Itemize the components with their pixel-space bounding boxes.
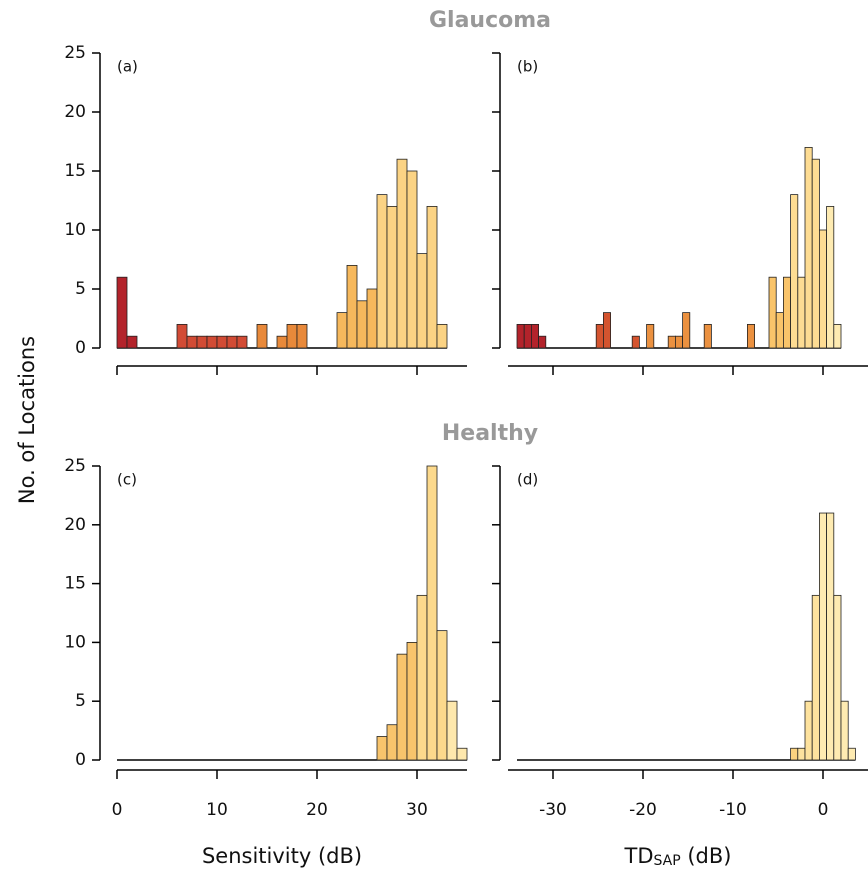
section-title: Healthy <box>442 421 538 446</box>
bar <box>186 335 198 349</box>
bar <box>396 653 408 761</box>
bar <box>804 146 813 349</box>
bar <box>216 335 228 349</box>
section-title: Glaucoma <box>429 8 551 33</box>
bar <box>276 335 288 349</box>
x-tick-label: 0 <box>818 800 829 820</box>
bar <box>538 335 547 349</box>
bar <box>126 335 138 349</box>
x-tick-label: 20 <box>306 800 328 820</box>
bar <box>804 700 813 761</box>
y-tick-label: 25 <box>64 43 86 63</box>
bar <box>646 323 655 349</box>
y-tick-label: 25 <box>64 456 86 476</box>
panel-label: (a) <box>117 58 138 76</box>
bar <box>797 747 806 761</box>
bar <box>747 323 756 349</box>
x-tick-label: 30 <box>406 800 428 820</box>
bar <box>456 747 468 761</box>
bar <box>819 512 828 761</box>
bar <box>703 323 712 349</box>
x-tick-label: -30 <box>539 800 567 820</box>
bar <box>116 276 128 349</box>
bar <box>386 724 398 761</box>
bar <box>790 747 799 761</box>
x-axis-label: TDSAP (dB) <box>624 844 732 869</box>
y-tick-label: 15 <box>64 574 86 594</box>
bar <box>675 335 684 349</box>
x-axis-label-sub: SAP <box>654 853 681 869</box>
bar <box>376 194 388 349</box>
bar <box>775 312 784 349</box>
bar <box>811 594 820 761</box>
bar <box>356 300 368 349</box>
bar <box>826 205 835 349</box>
x-tick-label: -20 <box>629 800 657 820</box>
bar <box>206 335 218 349</box>
bar <box>446 700 458 761</box>
y-tick-label: 15 <box>64 161 86 181</box>
bar <box>366 288 378 349</box>
x-axis-label-main: Sensitivity (dB) <box>202 844 362 868</box>
bar <box>426 205 438 349</box>
y-tick-label: 20 <box>64 515 86 535</box>
bar <box>296 323 308 349</box>
y-tick-label: 0 <box>75 338 86 358</box>
x-tick-label: -10 <box>719 800 747 820</box>
x-tick-label: 0 <box>112 800 123 820</box>
bar <box>790 194 799 349</box>
bar <box>236 335 248 349</box>
bar <box>386 205 398 349</box>
bar <box>768 276 777 349</box>
x-axis-label-main: TD <box>624 844 654 868</box>
y-tick-label: 5 <box>75 691 86 711</box>
bar <box>595 323 604 349</box>
y-tick-label: 5 <box>75 279 86 299</box>
bar <box>682 312 691 349</box>
panel-label: (c) <box>117 471 137 489</box>
x-tick-label: 10 <box>206 800 228 820</box>
bar <box>603 312 612 349</box>
panel-label: (b) <box>517 58 538 76</box>
bar <box>833 594 842 761</box>
bar <box>516 323 525 349</box>
x-axis-label: Sensitivity (dB) <box>202 844 362 868</box>
bar <box>847 747 856 761</box>
y-axis-label: No. of Locations <box>15 336 39 504</box>
y-tick-label: 10 <box>64 220 86 240</box>
x-axis-label-suffix: (dB) <box>681 844 732 868</box>
bar <box>531 323 540 349</box>
bar <box>286 323 298 349</box>
bar <box>416 594 428 761</box>
panel-label: (d) <box>517 471 538 489</box>
bar <box>406 170 418 349</box>
bar <box>811 158 820 349</box>
bar <box>797 276 806 349</box>
bar <box>256 323 268 349</box>
bar <box>346 264 358 349</box>
bar <box>833 323 842 349</box>
bar <box>826 512 835 761</box>
bar <box>631 335 640 349</box>
y-tick-label: 10 <box>64 632 86 652</box>
bar <box>523 323 532 349</box>
bar <box>196 335 208 349</box>
bar <box>783 276 792 349</box>
bar <box>176 323 188 349</box>
bar <box>336 312 348 349</box>
y-tick-label: 20 <box>64 102 86 122</box>
bar <box>426 465 438 761</box>
y-tick-label: 0 <box>75 750 86 770</box>
bar <box>416 253 428 349</box>
bar <box>436 630 448 761</box>
bar <box>667 335 676 349</box>
bar <box>376 736 388 761</box>
bar <box>406 642 418 761</box>
bar <box>436 323 448 349</box>
bar <box>226 335 238 349</box>
bar <box>396 158 408 349</box>
bar <box>840 700 849 761</box>
bar <box>819 229 828 349</box>
